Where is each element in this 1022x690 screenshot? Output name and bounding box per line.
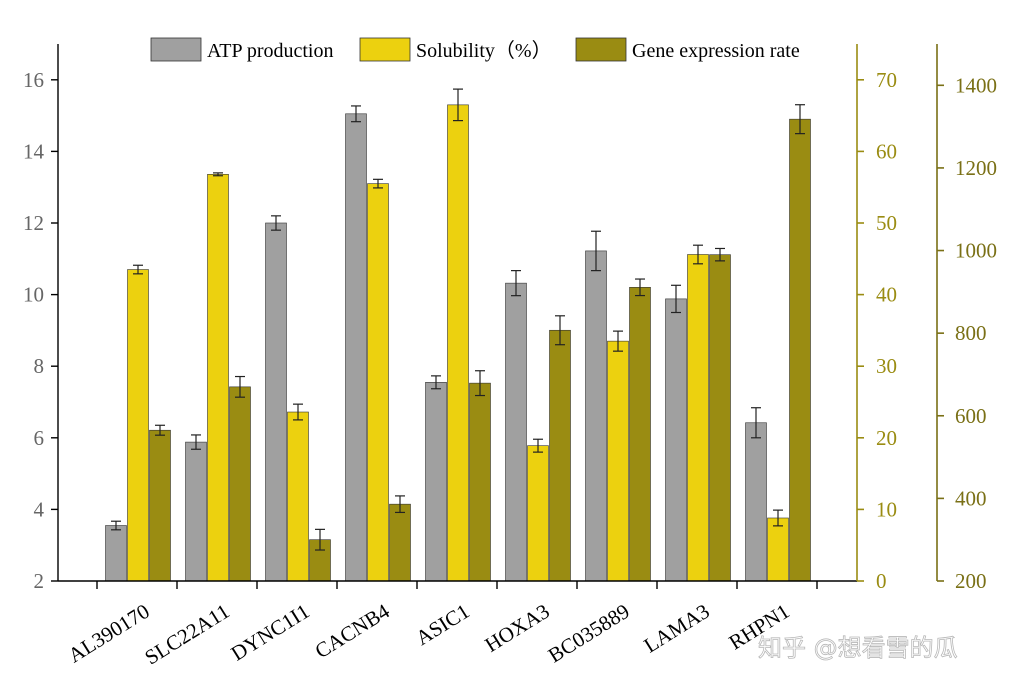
error-bar — [795, 104, 805, 135]
error-bar — [453, 88, 463, 122]
right-axis-1-tick-label: 20 — [876, 426, 897, 450]
error-bar — [751, 407, 761, 439]
legend-swatch — [150, 37, 202, 62]
legend-label: Gene expression rate — [632, 40, 800, 62]
category-label-bc035889: BC035889 — [544, 599, 634, 668]
error-bar — [511, 270, 521, 297]
error-bar — [591, 230, 601, 272]
right-axis-2-tick-label: 800 — [955, 321, 987, 345]
bar-gene-cacnb4 — [389, 503, 411, 582]
bar-gene-asic1 — [469, 382, 491, 582]
watermark: 知乎 @想看雪的瓜 — [758, 634, 958, 662]
bar-atp-asic1 — [425, 382, 447, 582]
error-bar — [773, 509, 783, 527]
right-axis-2-tick-label: 400 — [955, 486, 987, 510]
right-axis-1-tick-label: 50 — [876, 211, 897, 235]
error-bar — [235, 375, 245, 398]
bar-solubility-hoxa3 — [527, 445, 549, 582]
bar-solubility-asic1 — [447, 104, 469, 582]
left-axis-tick-label: 10 — [23, 283, 44, 307]
category-label-hoxa3: HOXA3 — [481, 599, 554, 657]
bar-gene-lama3 — [709, 254, 731, 582]
bar-solubility-bc035889 — [607, 340, 629, 582]
error-bar — [133, 264, 143, 275]
right-axis-2-tick-label: 1400 — [955, 73, 997, 97]
right-axis-2-tick-label: 1200 — [955, 156, 997, 180]
error-bar — [613, 330, 623, 352]
error-bar — [351, 105, 361, 123]
right-axis-2-tick-label: 200 — [955, 569, 987, 593]
error-bar — [155, 424, 165, 436]
left-axis-tick-label: 4 — [34, 497, 45, 521]
bar-atp-bc035889 — [585, 250, 607, 582]
category-label-dync1i1: DYNC1I1 — [227, 599, 314, 666]
bar-atp-hoxa3 — [505, 282, 527, 582]
error-bar — [431, 375, 441, 390]
error-bar — [191, 434, 201, 450]
bar-solubility-al390170 — [127, 269, 149, 582]
right-axis-2-tick-label: 600 — [955, 404, 987, 428]
bars-layer — [105, 88, 811, 582]
bar-atp-rhpn1 — [745, 422, 767, 582]
legend-swatch — [575, 37, 627, 62]
category-label-cacnb4: CACNB4 — [311, 599, 394, 664]
bar-gene-slc22a11 — [229, 386, 251, 582]
bar-gene-al390170 — [149, 429, 171, 582]
error-bar — [671, 284, 681, 314]
bar-atp-al390170 — [105, 525, 127, 582]
right-axis-1-tick-label: 60 — [876, 139, 897, 163]
category-label-asic1: ASIC1 — [411, 599, 473, 650]
legend: ATP production Solubility（%） Gene expressi… — [150, 37, 800, 62]
legend-swatch — [359, 37, 411, 62]
bar-atp-dync1i1 — [265, 222, 287, 582]
category-label-lama3: LAMA3 — [640, 599, 714, 658]
bar-solubility-dync1i1 — [287, 411, 309, 582]
left-axis-tick-label: 16 — [23, 68, 44, 92]
left-axis-tick-label: 14 — [23, 139, 45, 163]
bar-gene-hoxa3 — [549, 329, 571, 582]
error-bar — [315, 528, 325, 551]
bar-gene-rhpn1 — [789, 118, 811, 582]
error-bar — [635, 278, 645, 297]
bar-atp-slc22a11 — [185, 441, 207, 582]
category-label-slc22a11: SLC22A11 — [140, 599, 233, 670]
error-bar — [395, 495, 405, 514]
error-bar — [475, 370, 485, 397]
bar-solubility-slc22a11 — [207, 174, 229, 582]
left-axis-tick-label: 2 — [34, 569, 45, 593]
bar-atp-lama3 — [665, 298, 687, 582]
legend-label: ATP production — [207, 40, 333, 62]
category-label-al390170: AL390170 — [64, 599, 154, 668]
right-axis-1-tick-label: 70 — [876, 68, 897, 92]
error-bar — [111, 520, 121, 531]
bar-solubility-lama3 — [687, 254, 709, 582]
right-axis-1-tick-label: 30 — [876, 354, 897, 378]
bar-atp-cacnb4 — [345, 113, 367, 582]
right-axis-1-tick-label: 0 — [876, 569, 887, 593]
right-axis-1-tick-label: 10 — [876, 497, 897, 521]
bar-gene-bc035889 — [629, 287, 651, 582]
bar-solubility-rhpn1 — [767, 517, 789, 582]
error-bar — [213, 172, 223, 177]
error-bar — [271, 215, 281, 231]
error-bar — [715, 247, 725, 262]
error-bar — [373, 178, 383, 189]
error-bar — [533, 438, 543, 453]
error-bar — [555, 315, 565, 346]
left-axis-tick-label: 12 — [23, 211, 44, 235]
error-bar — [293, 403, 303, 421]
legend-label: Solubility（%） — [416, 39, 552, 62]
bar-solubility-cacnb4 — [367, 183, 389, 582]
error-bar — [693, 244, 703, 265]
right-axis-2-tick-label: 1000 — [955, 239, 997, 263]
left-axis-tick-label: 8 — [34, 354, 45, 378]
left-axis-tick-label: 6 — [34, 426, 45, 450]
right-axis-1-tick-label: 40 — [876, 283, 897, 307]
